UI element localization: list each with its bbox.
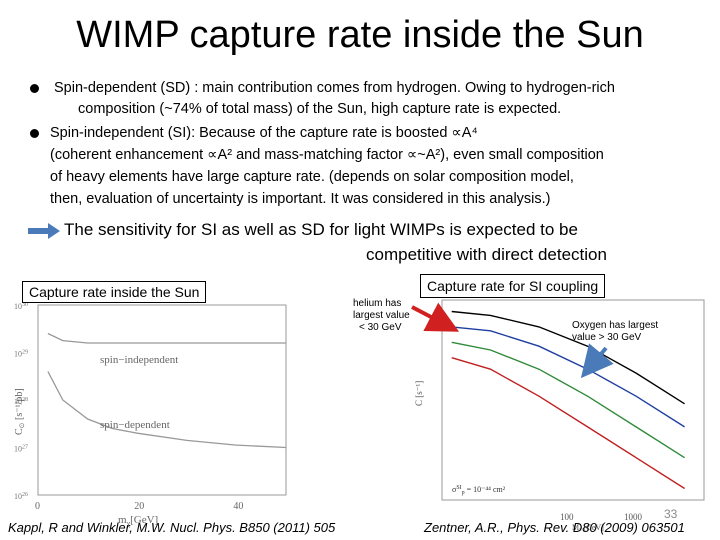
spin-dependent-label: spin−dependent (100, 419, 170, 431)
left-y-tick-label: 1030 (14, 302, 28, 311)
conclusion-line-1: The sensitivity for SI as well as SD for… (64, 220, 578, 239)
left-x-tick-label: 0 (35, 501, 40, 512)
right-x-axis-label: Mₓ [GeV] (572, 523, 604, 532)
bullet-dot (30, 84, 39, 93)
left-y-tick-label: 1027 (14, 445, 28, 454)
oxygen-note-line-1: Oxygen has largest (572, 320, 659, 331)
cross-section-note: σSIp = 10⁻⁴⁴ cm² (452, 485, 506, 496)
oxygen-note-line-2: value > 30 GeV (572, 332, 642, 343)
spin-dependent-curve (47, 371, 287, 449)
capture-curve-4 (451, 357, 685, 490)
helium-note-line-3: < 30 GeV (359, 322, 402, 333)
left-y-axis-label: C⊙ [s⁻¹/pb] (14, 388, 26, 435)
slide-title: WIMP capture rate inside the Sun (76, 14, 644, 56)
helium-note: helium has largest value < 30 GeV (353, 298, 413, 334)
left-y-tick-label: 1026 (14, 492, 28, 501)
bullet-1-line-2: composition (~74% of total mass) of the … (78, 101, 562, 117)
bullet-2-line-4: then, evaluation of uncertainty is impor… (50, 191, 551, 207)
bullet-2-line-1: Spin-independent (SI): Because of the ca… (50, 125, 478, 141)
bullet-2-line-2: (coherent enhancement ∝A² and mass-match… (50, 147, 604, 163)
bullet-2-line-3: of heavy elements have large capture rat… (50, 169, 574, 185)
left-chart-label: Capture rate inside the Sun (22, 281, 207, 303)
helium-note-line-2: largest value (353, 310, 410, 321)
left-y-tick-label: 1028 (14, 397, 28, 406)
capture-curve-2 (451, 326, 685, 428)
right-y-axis-label: C [s⁻¹] (414, 381, 424, 406)
right-x-tick-100: 100 (560, 512, 574, 522)
left-y-tick-label: 1029 (14, 350, 28, 359)
conclusion-line-2: competitive with direct detection (366, 245, 607, 264)
capture-curve-1 (451, 310, 685, 405)
spin-independent-label: spin−independent (100, 354, 178, 366)
left-x-tick-label: 20 (134, 501, 144, 512)
right-chart-label: Capture rate for SI coupling (420, 274, 606, 298)
oxygen-note: Oxygen has largest value > 30 GeV (572, 320, 692, 344)
spin-independent-curve (47, 332, 286, 344)
helium-note-line-1: helium has (353, 298, 402, 309)
left-x-tick-label: 40 (233, 501, 243, 512)
bullet-1-line-1: Spin-dependent (SD) : main contribution … (54, 80, 615, 96)
right-plot-frame (441, 299, 705, 501)
right-citation: Zentner, A.R., Phys. Rev. D80 (2009) 063… (424, 520, 685, 535)
bullet-dot (30, 129, 39, 138)
page-number: 33 (664, 507, 678, 521)
left-capture-chart: 1026 1027 1028 1029 1030 0 20 40 spin−independ… (8, 285, 308, 529)
capture-curve-3 (451, 341, 685, 459)
right-x-tick-1000: 1000 (624, 512, 643, 522)
left-citation: Kappl, R and Winkler, M.W. Nucl. Phys. B… (8, 520, 336, 535)
left-x-axis-label: mχ[GeV] (118, 514, 158, 528)
left-plot-frame (37, 304, 287, 496)
right-capture-chart: 100 1000 Mₓ [GeV] C [s⁻¹] σSIp = 10⁻⁴⁴ c… (412, 296, 712, 532)
right-arrow-icon (28, 223, 60, 239)
